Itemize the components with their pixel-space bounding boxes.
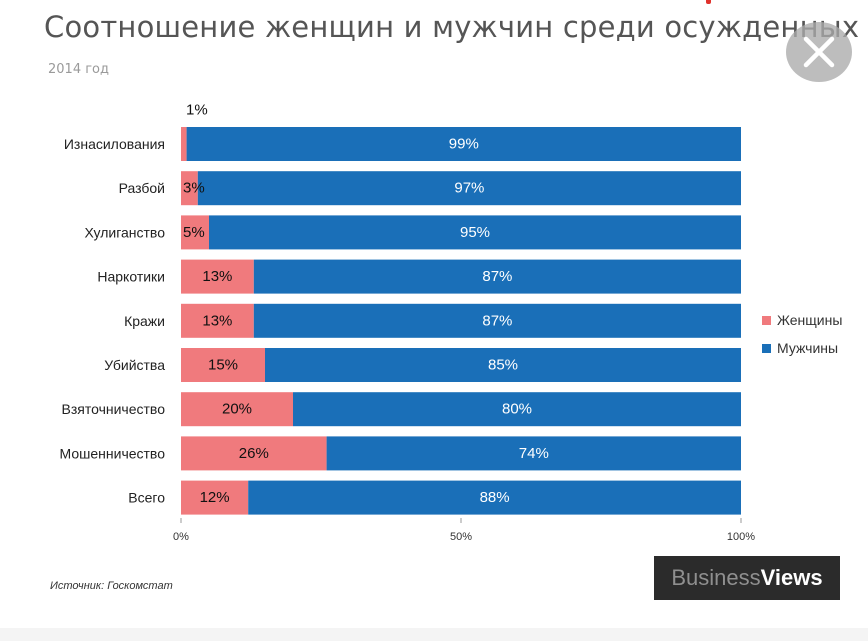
x-tick-label: 100% — [727, 531, 755, 543]
data-label-women: 12% — [200, 489, 230, 506]
data-label-women: 20% — [222, 401, 252, 418]
slide: Соотношение женщин и мужчин среди осужде… — [0, 0, 868, 628]
category-label: Всего — [128, 490, 165, 506]
source-note: Источник: Госкомстат — [50, 580, 173, 592]
legend-item-men: Мужчины — [762, 340, 838, 356]
category-label: Разбой — [119, 180, 165, 196]
legend-label-men: Мужчины — [777, 340, 839, 356]
bar-men — [248, 480, 741, 515]
bar-women — [181, 215, 209, 250]
data-label-women: 1% — [186, 102, 208, 119]
data-label-men: 85% — [488, 357, 518, 374]
red-marker — [706, 0, 711, 4]
business-views-logo: Business Views — [654, 556, 840, 600]
bar-men — [197, 171, 742, 206]
bar-women — [181, 480, 249, 515]
data-label-women: 3% — [183, 180, 205, 197]
bar-women — [181, 436, 327, 471]
bar-men — [186, 127, 742, 161]
bar-women — [181, 348, 265, 382]
data-label-women: 26% — [239, 445, 269, 462]
bar-women — [181, 171, 198, 206]
data-label-men: 88% — [480, 489, 510, 506]
data-label-men: 97% — [454, 180, 484, 197]
bar-women — [181, 303, 254, 338]
category-label: Взяточничество — [62, 401, 166, 417]
bar-women — [181, 392, 293, 427]
data-label-women: 13% — [202, 268, 232, 285]
bar-men — [265, 348, 741, 382]
legend-item-women: Женщины — [762, 312, 842, 328]
data-label-men: 99% — [449, 136, 479, 153]
bar-men — [209, 215, 741, 250]
x-tick-label: 50% — [450, 531, 472, 543]
category-label: Убийства — [104, 357, 165, 373]
data-label-men: 87% — [482, 312, 512, 329]
close-icon — [803, 36, 835, 68]
bar-men — [253, 259, 742, 294]
x-tick-label: 0% — [173, 531, 189, 543]
bar-men — [326, 436, 741, 471]
logo-part-views: Views — [760, 565, 823, 590]
bar-chart: Изнасилования 1% 99% Разбой 3% 97% Хулиганство… — [60, 102, 756, 544]
data-label-men: 87% — [482, 268, 512, 285]
bar-men — [253, 303, 742, 338]
chart-title: Соотношение женщин и мужчин среди осужде… — [44, 10, 860, 44]
data-label-women: 15% — [208, 357, 238, 374]
category-label: Изнасилования — [64, 136, 165, 152]
close-button[interactable] — [786, 22, 852, 82]
data-label-men: 74% — [519, 445, 549, 462]
bar-women — [181, 259, 254, 294]
category-label: Хулиганство — [84, 224, 165, 240]
legend-label-women: Женщины — [777, 312, 843, 328]
category-label: Наркотики — [97, 269, 165, 285]
logo-part-business: Business — [671, 565, 761, 590]
chart-subtitle: 2014 год — [48, 62, 109, 77]
data-label-women: 5% — [183, 224, 205, 241]
bar-men — [293, 392, 741, 427]
data-label-men: 95% — [460, 224, 490, 241]
category-label: Мошенничество — [60, 445, 166, 461]
data-label-men: 80% — [502, 401, 532, 418]
legend-swatch-women — [762, 315, 771, 325]
bar-women — [181, 127, 187, 161]
legend-swatch-men — [762, 343, 771, 353]
data-label-women: 13% — [202, 312, 232, 329]
category-label: Кражи — [124, 313, 165, 329]
